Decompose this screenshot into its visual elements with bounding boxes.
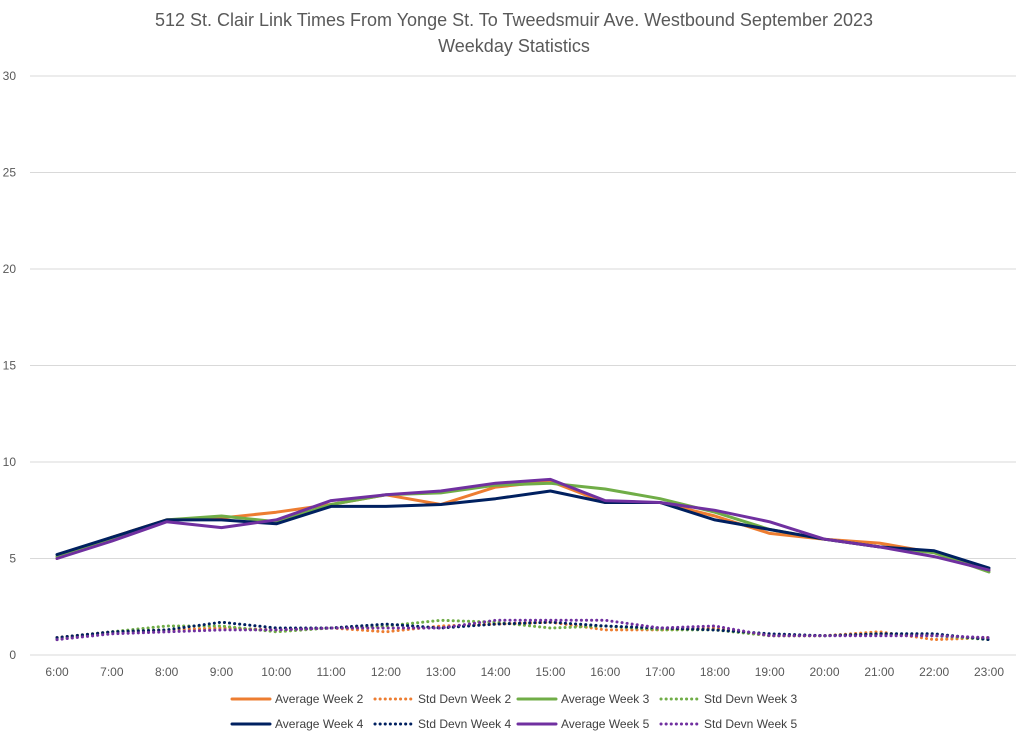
y-tick-label: 20 [3,262,17,276]
y-tick-label: 25 [3,166,17,180]
legend-item-average-week-3[interactable]: Average Week 3 [516,692,650,706]
legend-label: Average Week 3 [561,692,650,706]
x-tick-label: 17:00 [645,665,675,679]
y-tick-label: 0 [9,648,16,662]
legend-item-std-devn-week-4[interactable]: Std Devn Week 4 [373,717,511,731]
x-tick-label: 21:00 [864,665,894,679]
series-line-std-devn-week-5 [55,618,991,642]
legend-item-average-week-2[interactable]: Average Week 2 [230,692,364,706]
legend-label: Std Devn Week 4 [418,717,511,731]
legend-label: Average Week 5 [561,717,650,731]
legend-item-std-devn-week-5[interactable]: Std Devn Week 5 [659,717,797,731]
plot-area [55,477,991,642]
legend-label: Average Week 4 [275,717,364,731]
y-tick-label: 15 [3,359,17,373]
x-tick-label: 9:00 [210,665,234,679]
y-tick-label: 10 [3,455,17,469]
x-tick-label: 13:00 [426,665,456,679]
x-tick-label: 6:00 [45,665,69,679]
legend-label: Average Week 2 [275,692,364,706]
x-tick-label: 8:00 [155,665,179,679]
legend-label: Std Devn Week 5 [704,717,797,731]
x-tick-label: 12:00 [371,665,401,679]
x-axis: 6:00 7:00 8:00 9:00 10:00 11:00 12:00 13:00 14:0… [45,665,1004,679]
x-tick-label: 7:00 [100,665,124,679]
chart-subtitle: Weekday Statistics [438,36,590,56]
x-tick-label: 16:00 [590,665,620,679]
chart-title: 512 St. Clair Link Times From Yonge St. … [155,10,873,30]
gridlines [30,75,1016,656]
x-tick-label: 23:00 [974,665,1004,679]
x-tick-label: 22:00 [919,665,949,679]
legend-item-std-devn-week-2[interactable]: Std Devn Week 2 [373,692,511,706]
legend-label: Std Devn Week 2 [418,692,511,706]
legend: Average Week 2 Std Devn Week 2 Average Wee… [230,692,797,731]
series-line-average-week-5 [55,477,991,572]
x-tick-label: 11:00 [317,665,346,679]
x-tick-label: 15:00 [535,665,565,679]
legend-item-average-week-5[interactable]: Average Week 5 [516,717,650,731]
x-tick-label: 14:00 [481,665,511,679]
y-tick-label: 5 [9,552,16,566]
x-tick-label: 18:00 [700,665,730,679]
legend-label: Std Devn Week 3 [704,692,797,706]
x-tick-label: 19:00 [755,665,785,679]
x-tick-label: 20:00 [810,665,840,679]
legend-item-average-week-4[interactable]: Average Week 4 [230,717,364,731]
y-tick-label: 30 [3,69,17,83]
series-line-average-week-4 [55,489,991,570]
y-axis: 0 5 10 15 20 25 30 [3,69,17,662]
x-tick-label: 10:00 [261,665,291,679]
legend-item-std-devn-week-3[interactable]: Std Devn Week 3 [659,692,797,706]
